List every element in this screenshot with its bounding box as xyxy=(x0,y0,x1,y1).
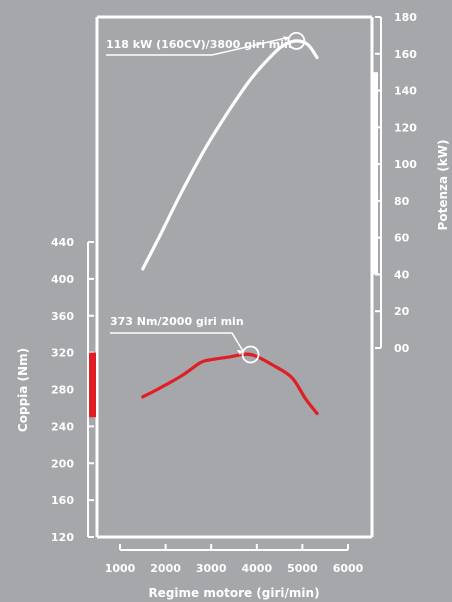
rpm-tick-label: 4000 xyxy=(241,562,272,575)
power-tick-label: 100 xyxy=(394,158,417,171)
y-left-axis-title: Coppia (Nm) xyxy=(16,348,30,432)
rpm-axis: 1000 2000 3000 4000 5000 6000 xyxy=(105,544,364,575)
annotation-leader xyxy=(106,36,289,56)
power-tick-label: 40 xyxy=(394,268,410,281)
power-tick-label: 160 xyxy=(394,48,417,61)
power-curve xyxy=(141,39,319,271)
x-axis-title: Regime motore (giri/min) xyxy=(148,586,319,600)
rpm-tick-label: 6000 xyxy=(333,562,364,575)
power-range-indicator xyxy=(372,72,378,275)
torque-range-indicator xyxy=(89,352,96,418)
rpm-tick-label: 2000 xyxy=(150,562,181,575)
annotation-label: 118 kW (160CV)/3800 giri min xyxy=(106,38,292,51)
power-tick-label: 140 xyxy=(394,85,417,98)
annotation-marker xyxy=(287,32,306,50)
annotation-arrowhead xyxy=(282,36,289,42)
torque-tick-label: 200 xyxy=(51,457,74,470)
torque-tick-label: 320 xyxy=(51,347,74,360)
annotation-marker xyxy=(241,345,260,364)
torque-tick-label: 440 xyxy=(51,236,74,249)
torque-tick-label: 240 xyxy=(51,420,74,433)
rpm-tick-label: 3000 xyxy=(196,562,227,575)
annotation-label: 373 Nm/2000 giri min xyxy=(110,315,244,328)
annotation-layer: 118 kW (160CV)/3800 giri min 373 Nm/2000 … xyxy=(106,32,306,364)
power-tick-label: 120 xyxy=(394,121,417,134)
torque-tick-label: 160 xyxy=(51,494,74,507)
rpm-tick-label: 5000 xyxy=(287,562,318,575)
annotation-arrowhead xyxy=(236,349,243,355)
annotation-leader xyxy=(110,332,244,352)
y-right-axis-title: Potenza (kW) xyxy=(436,140,450,231)
power-axis: 00 20 40 60 80 100 120 140 160 180 xyxy=(372,11,417,355)
power-tick-label: 20 xyxy=(394,305,410,318)
power-tick-label: 00 xyxy=(394,342,410,355)
torque-curve xyxy=(141,352,319,416)
torque-tick-label: 360 xyxy=(51,310,74,323)
power-tick-label: 180 xyxy=(394,11,417,24)
torque-tick-label: 120 xyxy=(51,531,74,544)
torque-tick-label: 280 xyxy=(51,384,74,397)
torque-axis: 120 160 200 240 280 320 360 400 440 xyxy=(51,236,96,544)
power-tick-label: 60 xyxy=(394,232,410,245)
rpm-tick-label: 1000 xyxy=(105,562,136,575)
series-layer xyxy=(141,39,319,416)
torque-tick-label: 400 xyxy=(51,273,74,286)
power-tick-label: 80 xyxy=(394,195,410,208)
